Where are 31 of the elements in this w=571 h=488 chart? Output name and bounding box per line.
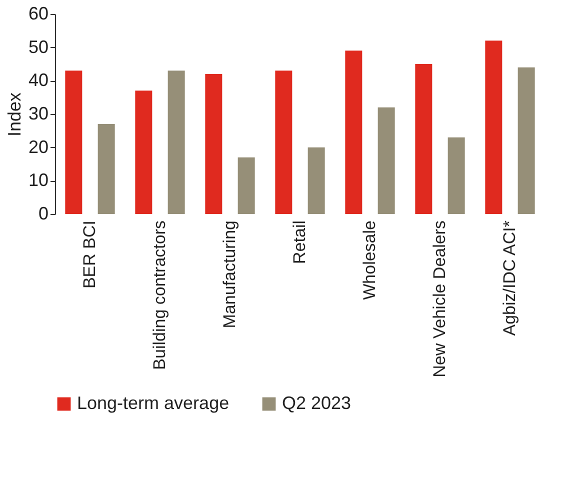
bar <box>485 40 502 214</box>
x-tick-label: Retail <box>290 220 309 264</box>
bar <box>275 70 292 214</box>
x-tick-label: Building contractors <box>150 220 169 370</box>
bar <box>65 70 82 214</box>
bar <box>518 67 535 214</box>
bar <box>135 90 152 214</box>
bar <box>205 74 222 214</box>
bar <box>415 64 432 214</box>
y-tick-label: 50 <box>28 36 48 57</box>
x-tick-label: BER BCI <box>80 220 99 289</box>
x-tick-label: Agbiz/IDC ACI* <box>500 220 519 336</box>
bar <box>378 107 395 214</box>
y-axis-title: Index <box>4 92 24 137</box>
y-tick-label: 20 <box>28 136 48 157</box>
y-tick-label: 30 <box>28 104 48 124</box>
bar <box>238 157 255 214</box>
legend-label: Long-term average <box>77 393 230 413</box>
y-tick-label: 60 <box>28 4 48 24</box>
x-tick-label: Wholesale <box>360 220 379 300</box>
y-tick-label: 40 <box>28 70 48 90</box>
bar <box>345 50 362 214</box>
legend-label: Q2 2023 <box>282 393 352 413</box>
x-tick-label: New Vehicle Dealers <box>430 220 449 378</box>
bar <box>98 124 115 214</box>
x-tick-label: Manufacturing <box>220 220 239 328</box>
bar <box>168 70 185 214</box>
bar <box>448 137 465 214</box>
y-tick-label: 0 <box>38 204 48 224</box>
bar <box>308 147 325 214</box>
y-tick-label: 10 <box>28 170 48 190</box>
